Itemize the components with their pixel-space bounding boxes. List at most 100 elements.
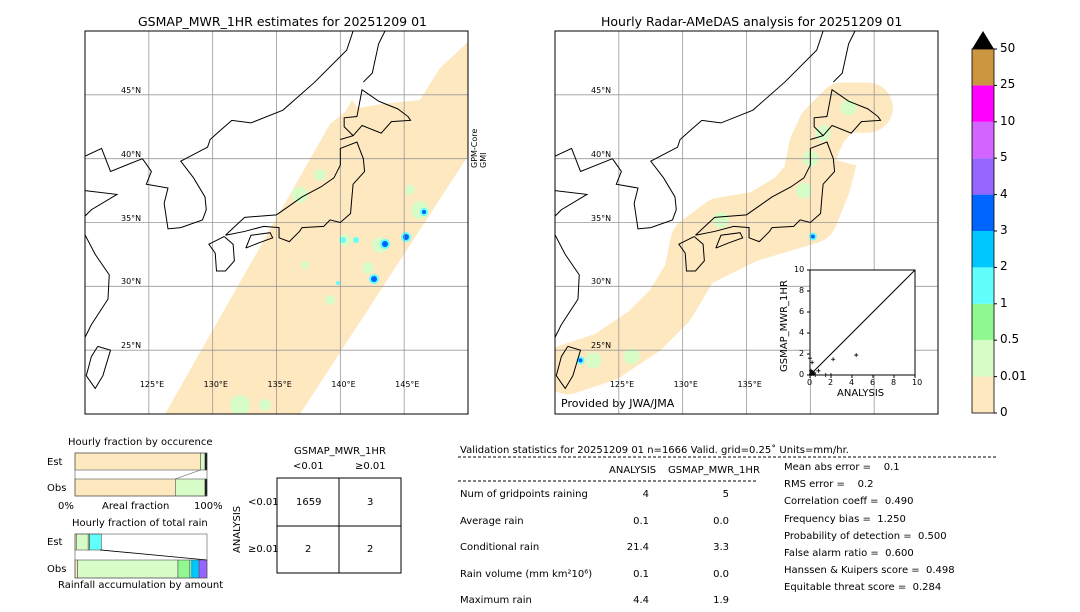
scatter-point xyxy=(831,357,836,362)
light-rain-area xyxy=(795,182,812,199)
heavy-rain-area xyxy=(371,276,377,282)
lon-label: 140°E xyxy=(331,380,356,389)
validation-analysis-value: 4.4 xyxy=(633,595,649,606)
lon-label: 145°E xyxy=(395,380,420,389)
occurrence-est-label: Est xyxy=(47,457,63,468)
validation-col-gsmap: GSMAP_MWR_1HR xyxy=(668,465,760,476)
scatter-point xyxy=(809,368,814,373)
validation-score: Mean abs error = 0.1 xyxy=(784,462,900,473)
coastline-korea xyxy=(612,31,824,230)
validation-score: Equitable threat score = 0.284 xyxy=(784,582,942,594)
right-map xyxy=(554,30,939,415)
light-rain-area xyxy=(623,348,640,365)
lon-label: 135°E xyxy=(737,380,762,389)
credit-text: Provided by JWA/JMA xyxy=(561,397,675,410)
scatter-xlabel: ANALYSIS xyxy=(837,388,885,399)
colorbar-segment xyxy=(972,121,994,159)
occurrence-obs-segment xyxy=(74,478,176,497)
validation-row-label: Average rain xyxy=(460,515,524,527)
sensor-label-line: GPM-Core xyxy=(470,128,479,168)
coastline-hokkaido xyxy=(340,88,412,140)
validation-gsmap-value: 0.0 xyxy=(713,568,729,580)
rainfrac-xlabel: Rainfall accumulation by amount xyxy=(58,580,224,591)
colorbar-segment xyxy=(972,49,994,86)
validation-row-label: Maximum rain xyxy=(460,595,532,606)
coastline-taiwan xyxy=(85,345,112,390)
colorbar-label: 3 xyxy=(1000,223,1008,237)
light-rain-area xyxy=(325,295,335,305)
occurrence-title: Hourly fraction by occurence xyxy=(68,437,213,448)
lon-label: 130°E xyxy=(203,380,228,389)
validation-row-label: Rain volume (mm km²10⁶) xyxy=(460,568,593,580)
scatter-point xyxy=(808,356,812,361)
right-map-title: Hourly Radar-AMeDAS analysis for 2025120… xyxy=(601,14,903,29)
sensor-label-line: GMI xyxy=(479,152,488,168)
light-rain-area xyxy=(712,211,729,228)
colorbar-label: 5 xyxy=(1000,150,1008,165)
lat-label: 40°N xyxy=(121,149,142,159)
rainfrac-obs-segment xyxy=(77,559,179,579)
colorbar-label: 0.01 xyxy=(1000,368,1027,383)
light-rain-area xyxy=(840,99,857,116)
colorbar-label: 50 xyxy=(1000,41,1016,55)
validation-analysis-value: 4 xyxy=(642,489,649,500)
coastline-kyushu xyxy=(208,236,235,272)
colorbar-segment xyxy=(972,376,994,413)
left-map xyxy=(84,30,469,415)
rainfrac-est-label: Est xyxy=(47,537,63,548)
x-tick-label: 2 xyxy=(828,378,834,387)
validation-analysis-value: 21.4 xyxy=(626,542,649,553)
validation-analysis-value: 0.1 xyxy=(633,515,649,527)
y-tick-label: 4 xyxy=(799,328,805,337)
rainfrac-frame xyxy=(74,533,208,579)
y-tick-label: 8 xyxy=(799,286,805,295)
lat-label: 25°N xyxy=(591,341,612,351)
lat-label: 35°N xyxy=(121,213,142,223)
light-rain-area xyxy=(362,262,374,274)
colorbar-label: 4 xyxy=(1000,186,1008,201)
validation-score: Frequency bias = 1.250 xyxy=(784,513,906,525)
coastline-shikoku xyxy=(245,232,274,249)
y-tick-label: 10 xyxy=(794,265,805,274)
light-rain-area xyxy=(301,261,309,269)
x-tick-label: 8 xyxy=(891,378,897,387)
light-rain-area xyxy=(815,125,832,142)
validation-score: RMS error = 0.2 xyxy=(784,479,874,491)
x-tick-label: 0 xyxy=(807,378,813,387)
heavy-rain-area xyxy=(382,241,388,247)
heavy-rain-area xyxy=(810,234,815,239)
rainfrac-obs-segment xyxy=(191,559,200,579)
lon-label: 125°E xyxy=(139,380,165,389)
coastline-shandong xyxy=(555,190,589,338)
validation-score: Hanssen & Kuipers score = 0.498 xyxy=(784,565,955,577)
validation-score: Correlation coeff = 0.490 xyxy=(784,496,914,508)
validation-gsmap-value: 0.0 xyxy=(713,515,729,527)
light-rain-area xyxy=(230,395,250,414)
validation-analysis-value: 0.1 xyxy=(633,568,649,580)
lat-label: 45°N xyxy=(591,85,612,95)
contingency-cell: 1659 xyxy=(296,497,322,508)
validation-row-label: Conditional rain xyxy=(460,542,540,553)
contingency-col-1: ≥0.01 xyxy=(355,461,386,472)
coastline-hokkaido xyxy=(810,88,882,140)
coastline-shandong xyxy=(85,190,119,338)
left-map-content xyxy=(85,31,468,414)
contingency-cell: 3 xyxy=(367,497,374,508)
colorbar-label: 2 xyxy=(1000,259,1008,274)
y-tick-label: 2 xyxy=(799,349,805,358)
light-rain-area xyxy=(585,352,602,369)
occurrence-tick-100: 100% xyxy=(194,501,223,512)
colorbar-label: 0.5 xyxy=(1000,332,1020,347)
colorbar-segment xyxy=(972,158,994,195)
rainfrac-est-segment xyxy=(89,533,102,551)
lat-label: 45°N xyxy=(121,85,142,95)
map-frame xyxy=(554,30,939,415)
coastline-honshu xyxy=(225,141,366,243)
contingency-col-0: <0.01 xyxy=(293,461,324,472)
coastline-kyushu xyxy=(678,236,705,272)
lat-label: 30°N xyxy=(121,277,142,287)
colorbar-segment xyxy=(972,340,994,377)
scatter-point xyxy=(823,373,828,377)
lon-label: 125°E xyxy=(609,380,635,389)
